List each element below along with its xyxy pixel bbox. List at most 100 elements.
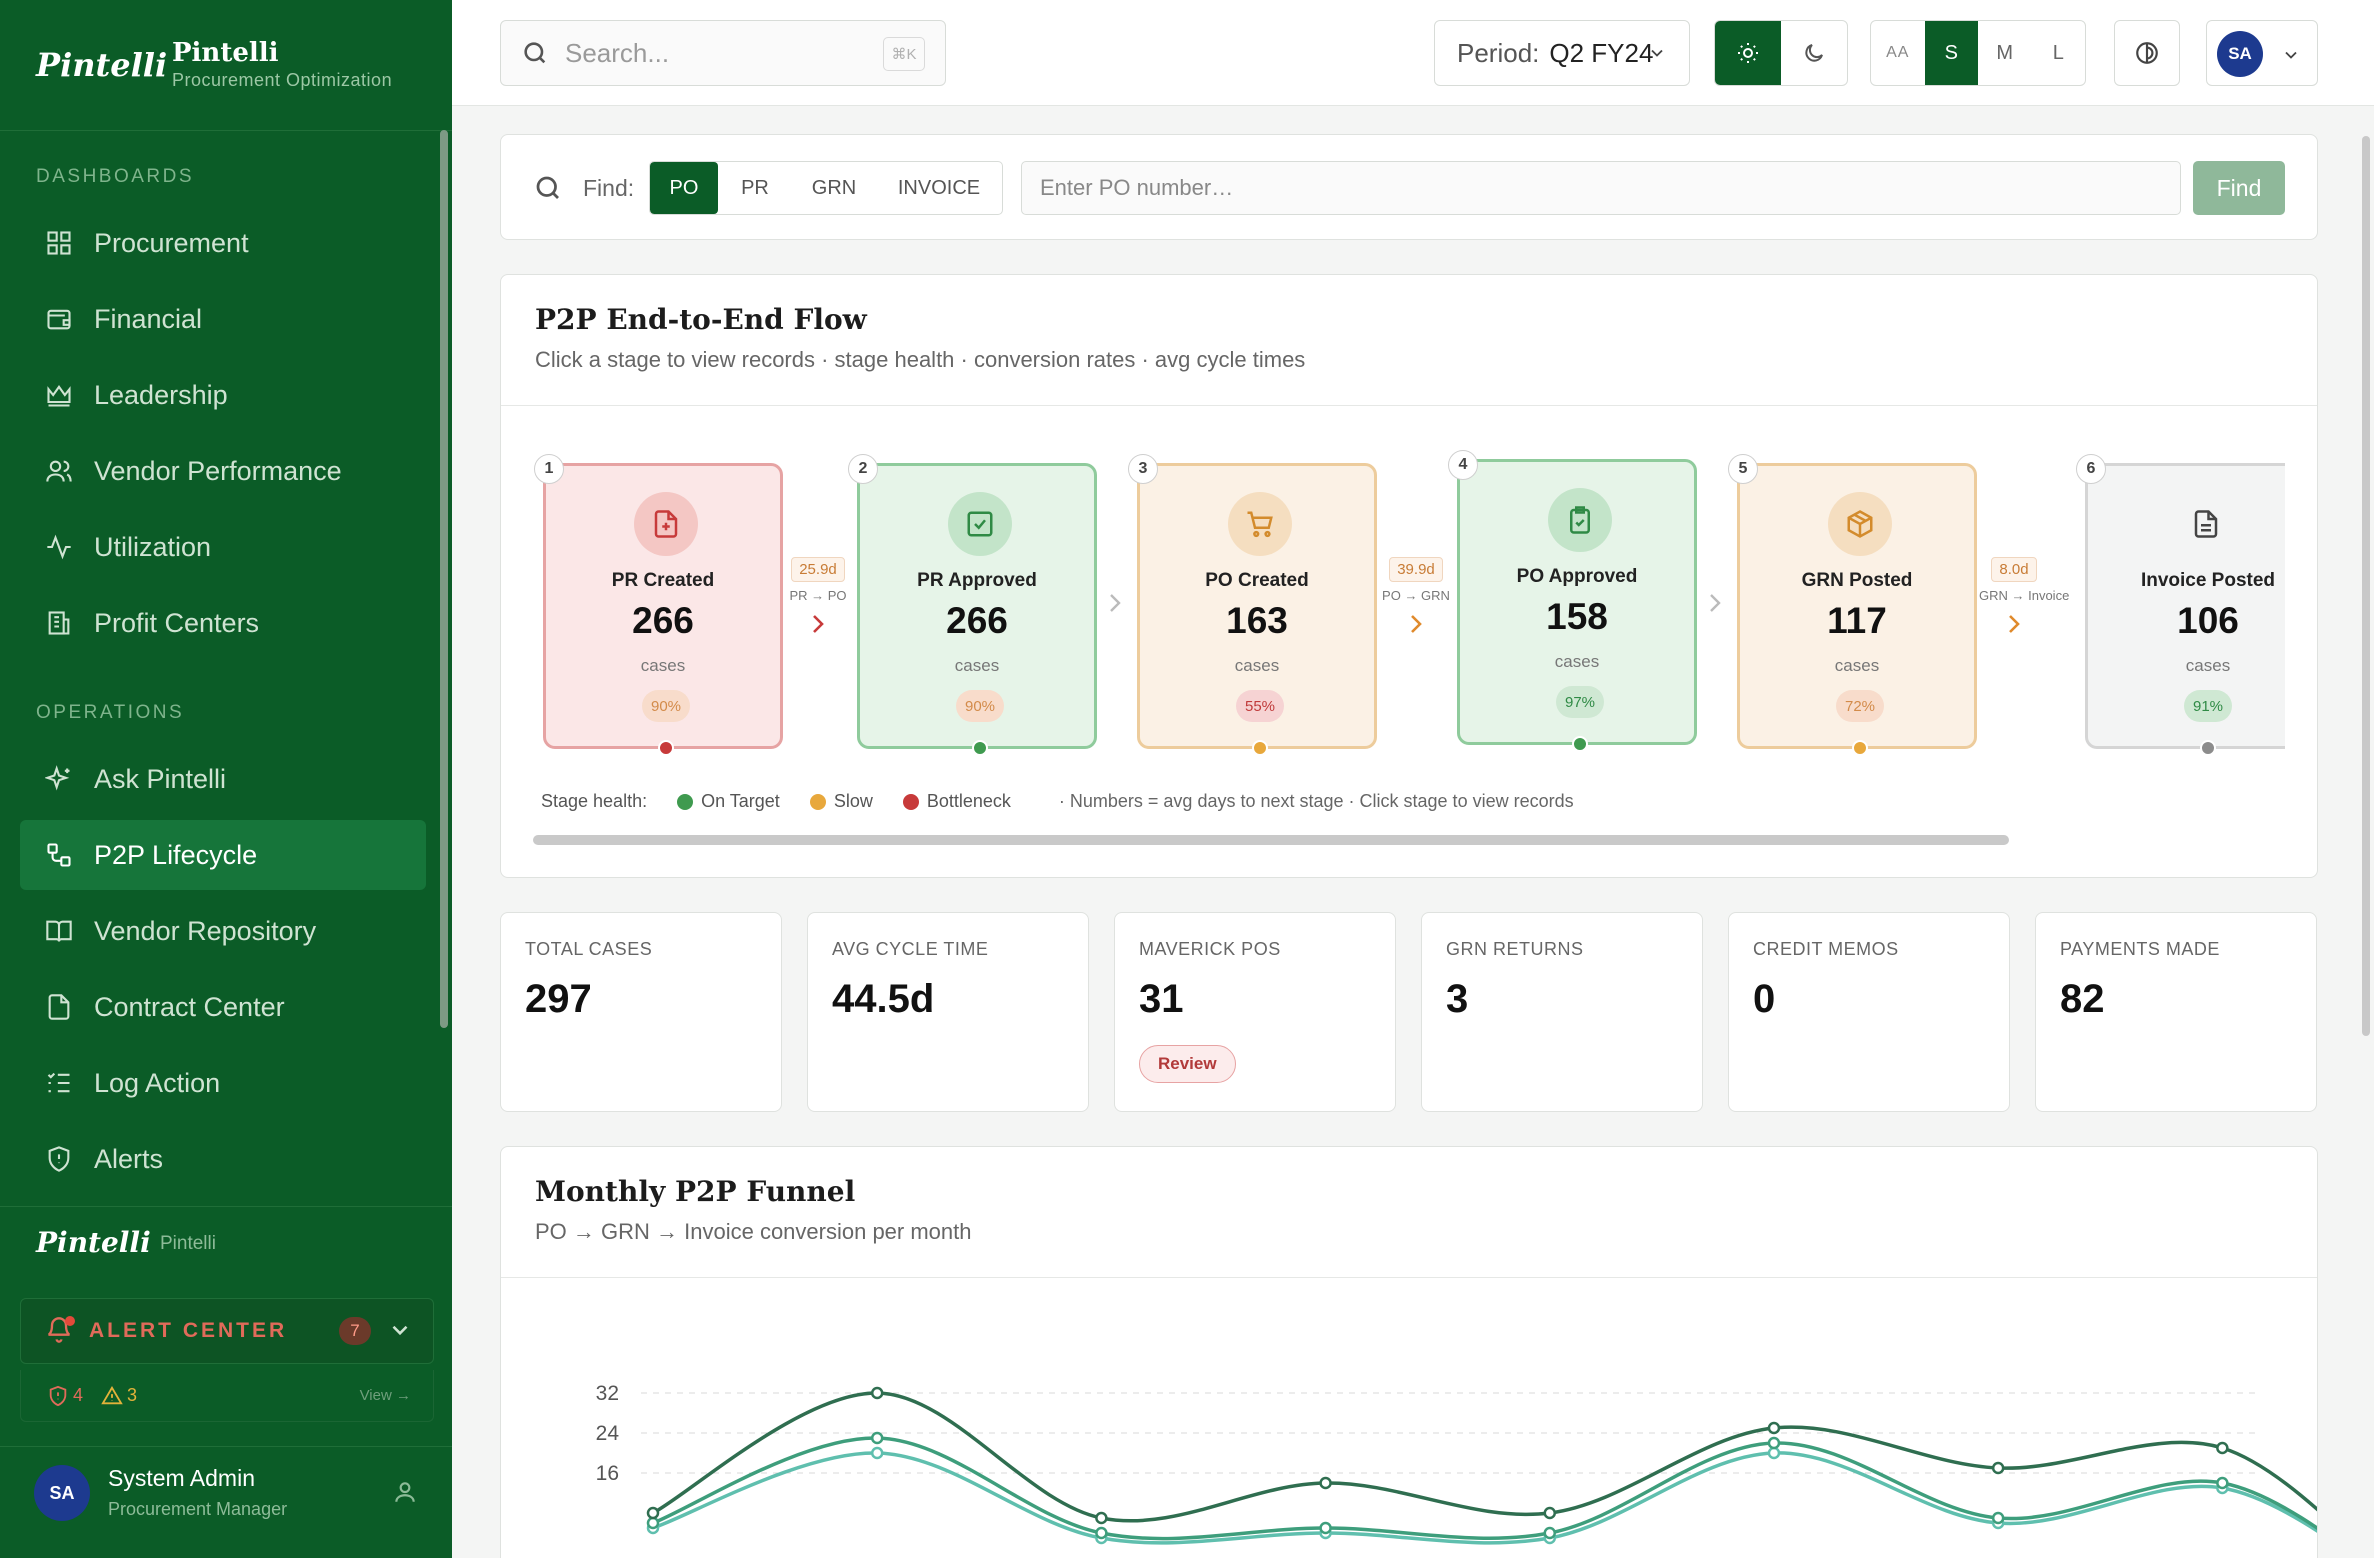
sidebar-item-vendor-performance[interactable]: Vendor Performance — [20, 436, 426, 506]
connector-days: 25.9d — [791, 557, 845, 582]
sidebar-item-p2p-lifecycle[interactable]: P2P Lifecycle — [20, 820, 426, 890]
sidebar-item-vendor-repository[interactable]: Vendor Repository — [20, 896, 426, 966]
footer-brand-name: Pintelli — [160, 1233, 216, 1254]
sidebar-item-contract-center[interactable]: Contract Center — [20, 972, 426, 1042]
wallet-icon — [44, 304, 74, 334]
sidebar-item-financial[interactable]: Financial — [20, 284, 426, 354]
kpi-avg-cycle-time[interactable]: AVG CYCLE TIME 44.5d — [807, 912, 1089, 1112]
data-point — [1543, 1506, 1557, 1520]
footer-brand-logo: Pintelli — [36, 1226, 151, 1259]
kpi-payments-made[interactable]: PAYMENTS MADE 82 — [2035, 912, 2317, 1112]
stage-pr-created[interactable]: 1 PR Created 266 cases 90% — [534, 454, 783, 756]
series-line — [652, 1451, 2317, 1545]
search-shortcut: ⌘K — [883, 37, 925, 71]
stage-name: GRN Posted — [1801, 570, 1913, 591]
stage-unit: cases — [954, 656, 1000, 675]
kpi-grn-returns[interactable]: GRN RETURNS 3 — [1421, 912, 1703, 1112]
text-size-auto[interactable]: AA — [1886, 44, 1910, 61]
legend-on-target: On Target — [701, 791, 780, 811]
legend-slow: Slow — [833, 791, 873, 811]
text-size-medium[interactable]: M — [1996, 41, 2014, 64]
section-label-operations: OPERATIONS — [36, 702, 185, 723]
sidebar-divider — [0, 130, 452, 131]
data-point — [1991, 1511, 2005, 1525]
review-badge[interactable]: Review — [1139, 1045, 1236, 1083]
kpi-label: AVG CYCLE TIME — [832, 939, 989, 959]
find-button[interactable]: Find — [2193, 161, 2285, 215]
stage-health-legend: Stage health: On Target Slow Bottleneck … — [541, 791, 1574, 812]
document-icon — [2174, 492, 2238, 556]
kpi-label: TOTAL CASES — [525, 939, 653, 959]
user-menu[interactable]: SA — [2206, 20, 2318, 86]
find-type-grn[interactable]: GRN — [811, 176, 857, 199]
stage-invoice-posted[interactable]: 6 Invoice Posted 106 cases 91% — [2076, 454, 2285, 756]
sidebar-item-leadership[interactable]: Leadership — [20, 360, 426, 430]
file-plus-icon — [634, 492, 698, 556]
light-mode-button[interactable] — [1715, 21, 1781, 85]
alert-center-toggle[interactable]: ALERT CENTER 7 — [20, 1298, 434, 1364]
stage-name: PO Approved — [1516, 566, 1638, 587]
po-number-input[interactable]: Enter PO number… — [1021, 161, 2181, 215]
main-scrollbar[interactable] — [2362, 136, 2370, 1036]
sidebar-item-label: Alerts — [94, 1143, 164, 1174]
chevron-right-icon — [813, 615, 824, 633]
flow-horizontal-scrollbar[interactable] — [533, 835, 2009, 845]
sidebar-divider — [0, 1206, 452, 1207]
sidebar-item-alerts[interactable]: Alerts — [20, 1124, 426, 1194]
sidebar-item-log-action[interactable]: Log Action — [20, 1048, 426, 1118]
data-point — [1543, 1526, 1557, 1540]
stage-value: 266 — [632, 600, 694, 641]
sidebar-item-label: Utilization — [94, 531, 212, 562]
crown-icon — [44, 380, 74, 410]
dark-mode-button[interactable] — [1781, 21, 1847, 85]
view-alerts-link[interactable]: View → — [359, 1387, 411, 1404]
chevron-down-icon — [387, 1317, 413, 1343]
stage-value: 117 — [1827, 600, 1887, 641]
period-select[interactable]: Period: Q2 FY24 — [1434, 20, 1690, 86]
stage-po-approved[interactable]: 4 PO Approved 158 cases 97% — [1448, 450, 1697, 752]
users-icon — [44, 456, 74, 486]
kpi-value: 297 — [525, 977, 592, 1021]
stage-po-created[interactable]: 3 PO Created 163 cases 55% — [1128, 454, 1377, 756]
kpi-value: 44.5d — [832, 977, 935, 1021]
data-point — [1767, 1436, 1781, 1450]
data-point — [1319, 1521, 1332, 1535]
chevron-down-icon — [2285, 51, 2297, 59]
sidebar-item-procurement[interactable]: Procurement — [20, 208, 426, 278]
stage-conversion: 72% — [1836, 690, 1884, 722]
find-type-po[interactable]: PO — [650, 162, 718, 214]
moon-icon — [1805, 44, 1823, 62]
search-input[interactable]: Search... ⌘K — [500, 20, 946, 86]
period-label: Period: — [1457, 37, 1540, 68]
text-size-small[interactable]: S — [1924, 21, 1978, 85]
contrast-button[interactable] — [2114, 20, 2180, 86]
sun-icon — [1738, 43, 1758, 63]
find-type-invoice[interactable]: INVOICE — [897, 176, 981, 199]
legend-note: · Numbers = avg days to next stage · Cli… — [1058, 791, 1574, 811]
sidebar-scrollbar[interactable] — [440, 130, 448, 1028]
connector-days: 8.0d — [1991, 557, 2037, 582]
stage-unit: cases — [640, 656, 686, 675]
sidebar-item-label: Ask Pintelli — [94, 763, 227, 794]
stage-grn-posted[interactable]: 5 GRN Posted 117 cases 72% — [1728, 454, 1977, 756]
series-line — [652, 1391, 2317, 1523]
sidebar-item-label: Contract Center — [94, 991, 285, 1022]
kpi-credit-memos[interactable]: CREDIT MEMOS 0 — [1728, 912, 2010, 1112]
user-profile[interactable]: SA System Admin Procurement Manager — [0, 1446, 452, 1546]
kpi-maverick-pos[interactable]: MAVERICK POS 31 Review — [1114, 912, 1396, 1112]
kpi-value: 3 — [1446, 977, 1469, 1021]
sidebar-item-ask-pintelli[interactable]: Ask Pintelli — [20, 744, 426, 814]
kpi-total-cases[interactable]: TOTAL CASES 297 — [500, 912, 782, 1112]
text-size-large[interactable]: L — [2052, 41, 2064, 64]
data-point — [1991, 1461, 2005, 1475]
find-type-pr[interactable]: PR — [741, 176, 769, 199]
brand-subtitle: Procurement Optimization — [172, 70, 393, 90]
sidebar-item-utilization[interactable]: Utilization — [20, 512, 426, 582]
stage-pr-approved[interactable]: 2 PR Approved 266 cases 90% — [848, 454, 1097, 756]
section-label-dashboards: DASHBOARDS — [36, 166, 195, 187]
brand[interactable]: Pintelli Pintelli Procurement Optimizati… — [36, 36, 416, 96]
sidebar-item-profit-centers[interactable]: Profit Centers — [20, 588, 426, 658]
stage-number: 3 — [1128, 454, 1158, 484]
user-icon[interactable] — [392, 1479, 418, 1505]
brand-logo: Pintelli — [36, 46, 168, 84]
